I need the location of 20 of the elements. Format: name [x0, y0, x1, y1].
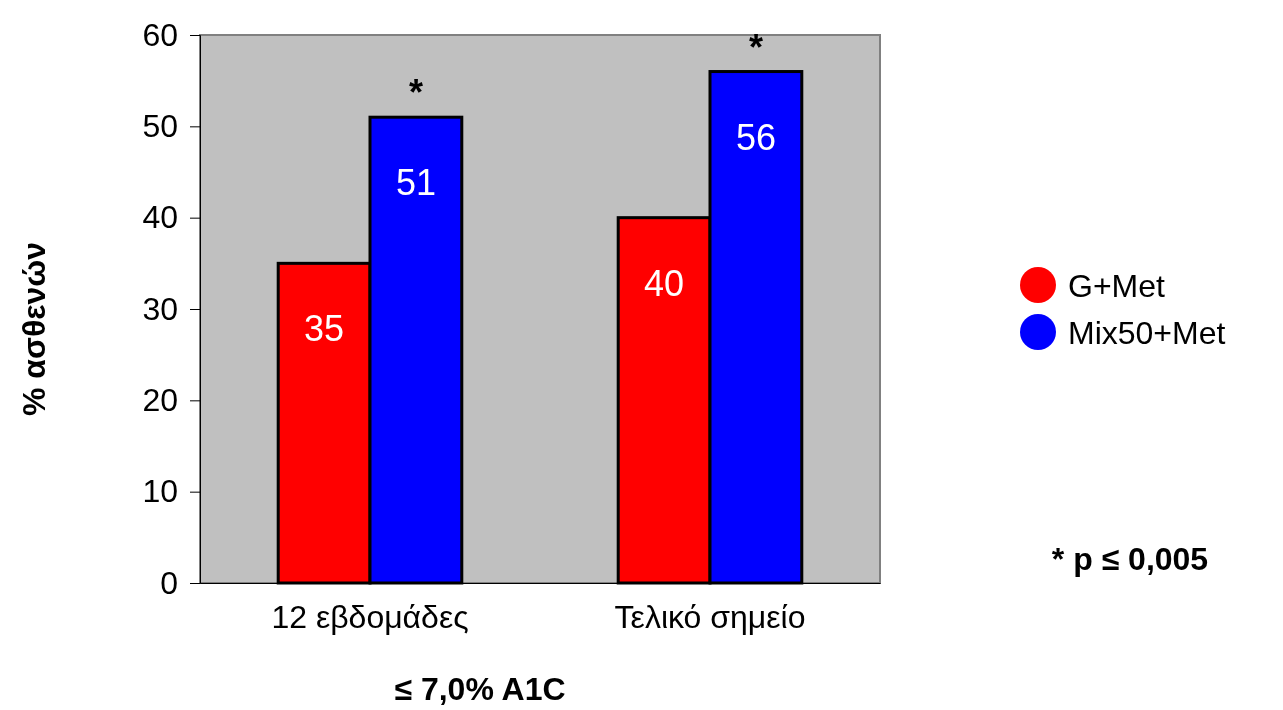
y-tick-label: 10	[142, 473, 178, 510]
data-label: 51	[395, 162, 436, 204]
x-tick-label: 12 εβδομάδες	[271, 598, 469, 635]
data-label: 56	[735, 116, 776, 158]
y-tick-label: 20	[142, 382, 178, 419]
text: * p ≤ 0,005	[1051, 541, 1209, 577]
y-tick-label: 50	[142, 108, 178, 145]
data-label: 35	[304, 308, 345, 350]
y-tick-label: 0	[160, 564, 178, 601]
y-tick-label: 40	[142, 199, 178, 236]
y-tick-label: 30	[142, 290, 178, 327]
legend-label: G+Met	[1068, 268, 1166, 304]
annotation: *	[408, 72, 423, 114]
data-label: 40	[644, 262, 685, 304]
x-axis-title: ≤ 7,0% A1C	[394, 671, 566, 707]
legend-label: Mix50+Met	[1068, 315, 1226, 351]
y-tick-label: 60	[142, 16, 178, 53]
x-tick-label: Τελικό σημείο	[614, 598, 806, 635]
annotation: *	[748, 26, 763, 68]
y-axis-title: % ασθενών	[16, 241, 52, 417]
